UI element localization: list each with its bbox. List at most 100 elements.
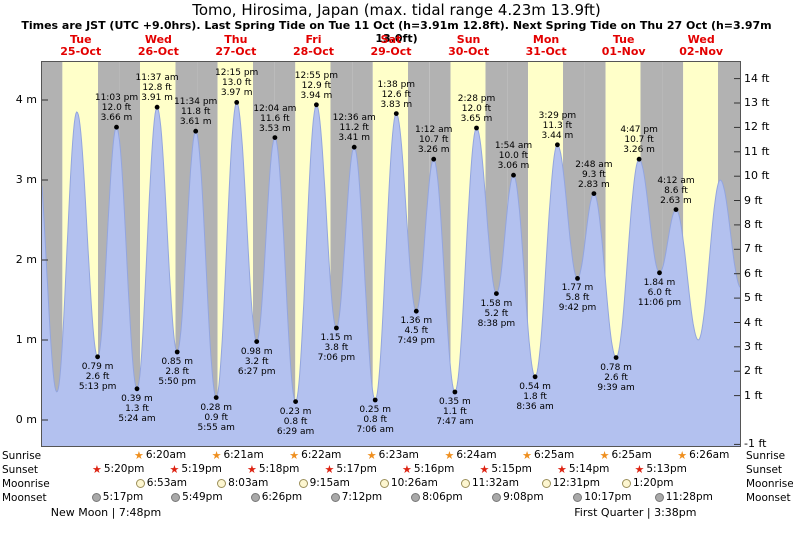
- annotation-line: 6:29 am: [276, 426, 315, 437]
- sunrise-star-icon: ★: [289, 448, 300, 462]
- annotation-line: 9:42 pm: [558, 303, 597, 314]
- annotation-line: 3.91 m: [141, 93, 173, 104]
- annotation-line: 9:39 am: [597, 382, 635, 393]
- moonrise-time: 8:03am: [228, 477, 269, 489]
- tide-annotation-high: 1:38 pm 12.6 ft 3.83 m: [371, 80, 421, 110]
- moonset-time: 11:28pm: [665, 491, 713, 503]
- annotation-line: 8:36 am: [516, 401, 554, 412]
- annotation-line: 10.7 ft: [624, 135, 654, 146]
- tide-extreme-dot: [372, 397, 378, 403]
- moonset-time: 6:26pm: [261, 491, 303, 503]
- annotation-line: 3.8 ft: [324, 343, 349, 353]
- sunset-star-icon: ★: [479, 462, 490, 476]
- moonset-icon: [171, 492, 181, 502]
- tide-extreme-dot: [673, 207, 679, 213]
- right-axis-label: 11 ft: [744, 144, 770, 158]
- moonset-icon: [250, 492, 260, 502]
- annotation-line: 1:54 am: [494, 141, 533, 152]
- sunrise-time: 6:23am: [378, 449, 419, 461]
- moonrise-time: 10:26am: [390, 477, 438, 489]
- moon-phase-new-moon: New Moon | 7:48pm: [50, 506, 162, 519]
- tide-annotation-high: 1:12 am 10.7 ft 3.26 m: [409, 125, 459, 155]
- tide-annotation-low: 1.77 m 5.8 ft 9:42 pm: [553, 283, 603, 313]
- sunset-event: ★ 5:17pm: [325, 463, 377, 475]
- annotation-line: 3.65 m: [460, 114, 493, 124]
- annotation-line: 3.26 m: [623, 145, 655, 156]
- annotation-line: 12.8 ft: [142, 83, 172, 94]
- moonset-icon: [573, 492, 583, 502]
- left-axis-label: 1 m: [15, 333, 37, 346]
- sunset-time: 5:19pm: [181, 463, 222, 475]
- moonset-time: 10:17pm: [584, 491, 632, 503]
- sunrise-event: ★ 6:25am: [522, 449, 574, 461]
- tide-extreme-dot: [174, 349, 180, 355]
- tide-extreme-dot: [134, 386, 140, 392]
- tide-annotations-layer: 0.79 m 2.6 ft 5:13 pm 11:03 pm 12.0 ft 3.66 m…: [42, 62, 740, 446]
- day-name: Sun: [456, 33, 481, 46]
- tide-annotation-low: 1.58 m 5.2 ft 8:38 pm: [471, 299, 521, 329]
- annotation-line: 1:38 pm: [377, 79, 416, 90]
- annotation-line: 11:03 pm: [94, 93, 139, 104]
- right-axis-label: 6 ft: [744, 266, 763, 280]
- sunset-event: ★ 5:15pm: [480, 463, 532, 475]
- day-date: 31-Oct: [525, 45, 567, 58]
- tide-curve-line: [42, 101, 740, 403]
- tide-extreme-dot: [334, 325, 339, 331]
- annotation-line: 5:13 pm: [78, 381, 117, 392]
- spring-tide-subtitle: Times are JST (UTC +9.0hrs). Last Spring…: [21, 19, 772, 45]
- annotation-line: 2.63 m: [660, 195, 692, 206]
- moonset-time: 5:49pm: [182, 491, 223, 503]
- annotation-line: 3.06 m: [497, 161, 530, 172]
- moonrise-event: 9:15am: [298, 477, 350, 489]
- tide-extreme-dot: [314, 102, 319, 108]
- sunrise-star-icon: ★: [522, 448, 532, 462]
- annotation-line: 2.6 ft: [85, 371, 110, 382]
- annotation-line: 7:47 am: [436, 417, 474, 427]
- annotation-line: 3.94 m: [300, 90, 333, 101]
- annotation-line: 2.8 ft: [165, 367, 190, 377]
- moonrise-event: 12:31pm: [541, 477, 600, 489]
- annotation-line: 8.6 ft: [664, 185, 688, 196]
- row-label-sunrise-right: Sunrise: [746, 450, 786, 462]
- right-axis-label: 1 ft: [744, 388, 763, 402]
- annotation-line: 0.25 m: [359, 405, 392, 415]
- annotation-line: 0.39 m: [121, 393, 153, 404]
- tide-extreme-dot: [351, 144, 357, 150]
- tide-area: [42, 102, 740, 446]
- sunset-time: 5:16pm: [413, 463, 455, 475]
- tide-annotation-low: 0.39 m 1.3 ft 5:24 am: [112, 394, 162, 424]
- sunset-star-icon: ★: [247, 462, 257, 476]
- tide-extreme-dot: [657, 270, 662, 276]
- tide-annotation-high: 11:03 pm 12.0 ft 3.66 m: [92, 93, 142, 123]
- right-axis-label: 7 ft: [744, 242, 763, 256]
- moonrise-icon: [461, 478, 470, 488]
- sunset-time: 5:14pm: [568, 463, 610, 475]
- moonset-time: 7:12pm: [341, 491, 383, 503]
- tide-extreme-dot: [613, 355, 619, 360]
- annotation-line: 12:36 am: [332, 113, 376, 124]
- left-axis-label: 3 m: [15, 173, 37, 186]
- moonset-event: 9:08pm: [492, 491, 544, 503]
- row-label-sunset-right: Sunset: [746, 464, 783, 476]
- tide-annotation-low: 0.54 m 1.8 ft 8:36 am: [510, 382, 560, 412]
- sunrise-star-icon: ★: [677, 448, 688, 462]
- sunset-event: ★ 5:16pm: [402, 463, 454, 475]
- annotation-line: 1.36 m: [400, 316, 433, 327]
- annotation-line: 0.9 ft: [204, 412, 229, 423]
- tide-extreme-dot: [114, 124, 119, 130]
- tide-annotation-low: 0.79 m 2.6 ft 5:13 pm: [73, 362, 123, 392]
- annotation-line: 11.3 ft: [542, 120, 573, 131]
- annotation-line: 3.53 m: [259, 123, 291, 134]
- tide-extreme-dot: [293, 399, 298, 404]
- right-axis-label: 13 ft: [744, 96, 770, 109]
- moonset-icon: [330, 492, 340, 502]
- annotation-line: 12.9 ft: [301, 80, 332, 91]
- tide-extreme-dot: [494, 291, 499, 296]
- annotation-line: 1.1 ft: [443, 407, 467, 417]
- tide-extreme-dot: [213, 395, 219, 400]
- moonrise-icon: [298, 478, 308, 488]
- annotation-line: 10.0 ft: [498, 151, 529, 162]
- tide-chart-plot: 0.79 m 2.6 ft 5:13 pm 11:03 pm 12.0 ft 3.66 m…: [41, 61, 741, 447]
- sunrise-event: ★ 6:24am: [445, 449, 497, 461]
- row-label-moonset-right: Moonset: [746, 492, 791, 504]
